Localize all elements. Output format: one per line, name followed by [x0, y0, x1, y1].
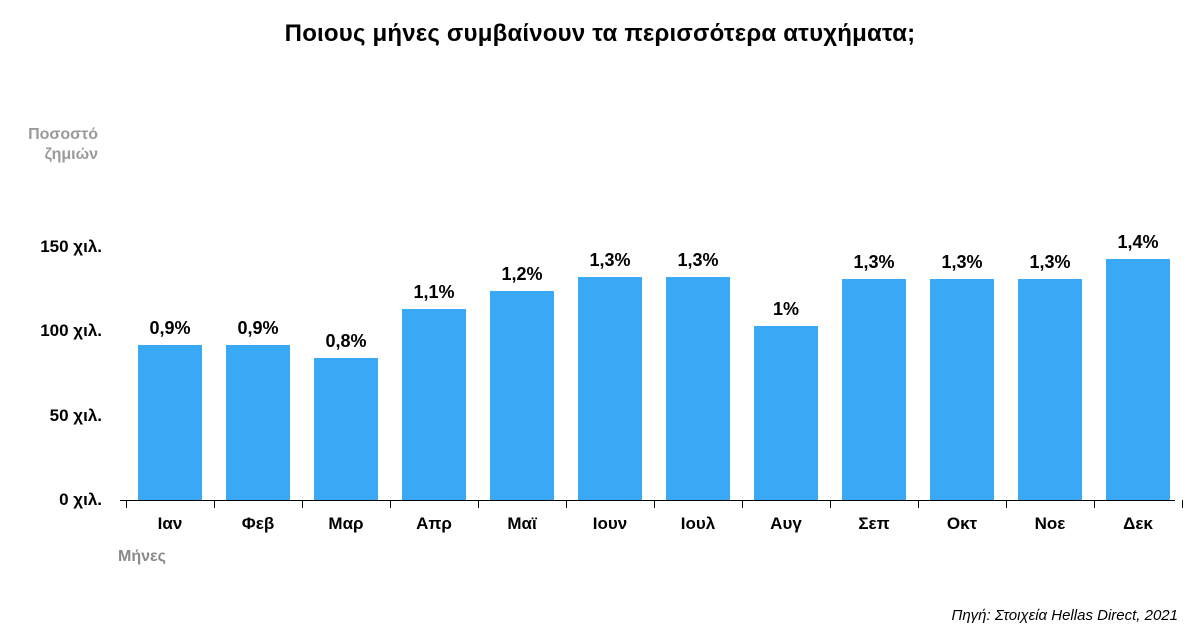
bar-value-label: 0,8%	[325, 331, 366, 352]
bar	[490, 291, 554, 500]
y-tick-label: 150 χιλ.	[0, 237, 102, 257]
x-tick-label: Νοε	[1035, 514, 1066, 534]
x-axis-title: Μήνες	[118, 548, 166, 566]
bar	[1018, 279, 1082, 500]
y-tick-label: 50 χιλ.	[0, 406, 102, 426]
x-axis-line	[120, 500, 1175, 501]
x-tick-label: Ιουν	[593, 514, 627, 534]
x-tick	[390, 500, 391, 508]
chart-title: Ποιους μήνες συμβαίνουν τα περισσότερα α…	[0, 20, 1200, 48]
y-tick-label: 100 χιλ.	[0, 321, 102, 341]
bar-value-label: 1,2%	[501, 264, 542, 285]
x-tick	[1094, 500, 1095, 508]
bar-value-label: 0,9%	[237, 318, 278, 339]
bar-value-label: 1,3%	[677, 250, 718, 271]
x-tick-label: Μαρ	[328, 514, 363, 534]
x-tick	[566, 500, 567, 508]
x-tick-label: Δεκ	[1123, 514, 1153, 534]
x-tick	[742, 500, 743, 508]
x-tick	[126, 500, 127, 508]
bar	[314, 358, 378, 500]
x-tick	[1006, 500, 1007, 508]
bar	[226, 345, 290, 500]
bar-value-label: 1,3%	[589, 250, 630, 271]
x-tick-label: Οκτ	[947, 514, 977, 534]
x-tick-label: Ιουλ	[681, 514, 715, 534]
bar-value-label: 1,4%	[1117, 232, 1158, 253]
source-text: Πηγή: Στοιχεία Hellas Direct, 2021	[951, 607, 1178, 624]
x-tick	[1182, 500, 1183, 508]
x-tick-label: Μαϊ	[507, 514, 536, 534]
x-tick-label: Αυγ	[770, 514, 802, 534]
x-tick-label: Ιαν	[158, 514, 183, 534]
chart-container: Ποιους μήνες συμβαίνουν τα περισσότερα α…	[0, 0, 1200, 636]
bar-value-label: 1,3%	[1029, 252, 1070, 273]
plot-area: 0,9% 0,9% 0,8% 1,1% 1,2% 1,3% 1,3% 1% 1,3% 1,3% 1,…	[120, 230, 1175, 500]
bar	[666, 277, 730, 500]
bar	[578, 277, 642, 500]
x-tick	[830, 500, 831, 508]
bar	[402, 309, 466, 500]
bar-value-label: 0,9%	[149, 318, 190, 339]
bar-value-label: 1,3%	[941, 252, 982, 273]
x-tick	[214, 500, 215, 508]
x-tick	[654, 500, 655, 508]
x-tick-label: Σεπ	[858, 514, 889, 534]
bar	[138, 345, 202, 500]
x-tick-label: Φεβ	[242, 514, 274, 534]
bar-value-label: 1,3%	[853, 252, 894, 273]
bar	[930, 279, 994, 500]
y-axis-label: Ποσοστό ζημιών	[28, 125, 98, 165]
x-tick	[918, 500, 919, 508]
bar	[1106, 259, 1170, 500]
bar	[754, 326, 818, 500]
x-tick	[302, 500, 303, 508]
x-tick-label: Απρ	[416, 514, 452, 534]
bar	[842, 279, 906, 500]
bar-value-label: 1%	[773, 299, 799, 320]
bar-value-label: 1,1%	[413, 282, 454, 303]
y-tick-label: 0 χιλ.	[0, 490, 102, 510]
x-tick	[478, 500, 479, 508]
